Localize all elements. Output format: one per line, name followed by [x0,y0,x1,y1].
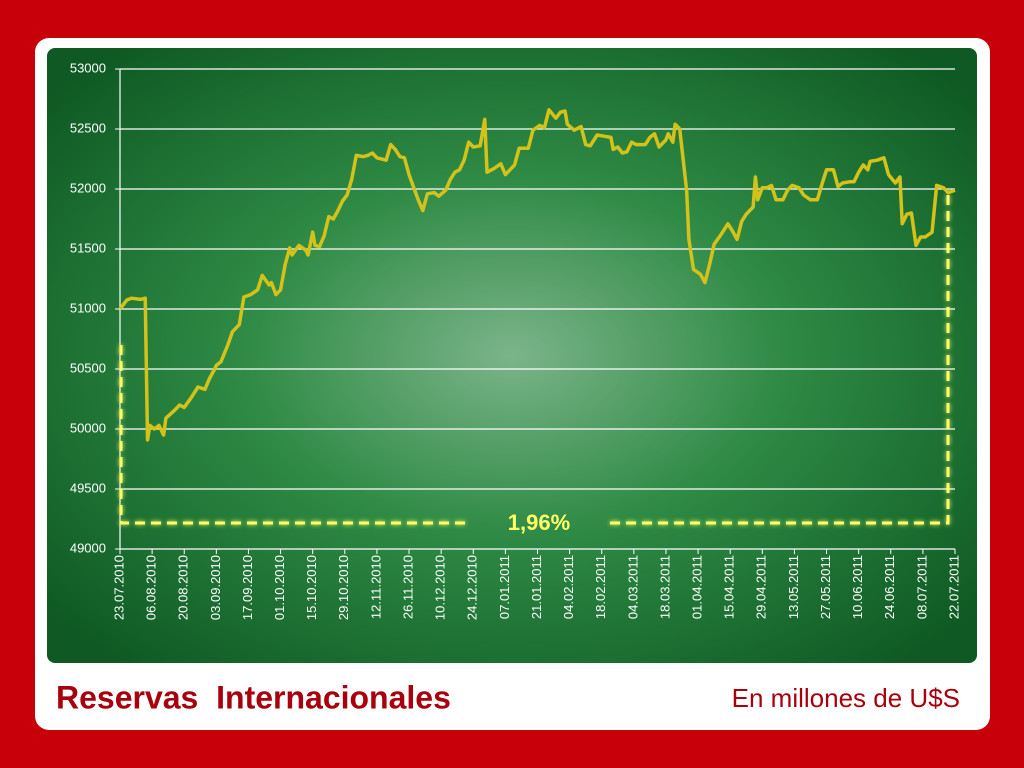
chart-panel [47,48,977,663]
annotation-bracket [119,190,950,525]
x-tick-label: 29.04.2011 [754,555,769,619]
x-tick-label: 18.03.2011 [657,555,672,619]
x-tick-label: 18.02.2011 [593,555,608,619]
x-tick-label: 10.12.2010 [433,555,448,620]
x-tick-label: 26.11.2010 [400,555,415,619]
plot: 49000 49500 50000 50500 51000 51500 52000 52500… [70,60,962,620]
y-tick-label: 52000 [70,180,106,195]
x-tick-label: 15.10.2010 [304,555,319,620]
y-tick-label: 51000 [70,300,106,315]
x-tick-label: 06.08.2010 [144,555,159,620]
x-tick-label: 01.10.2010 [272,555,287,620]
chart-subtitle: En millones de U$S [732,683,960,713]
x-tick-label: 04.02.2011 [561,555,576,619]
x-tick-label: 21.01.2011 [529,555,544,619]
x-tick-label: 01.04.2011 [690,555,705,619]
x-tick-label: 08.07.2011 [914,555,929,619]
x-tick-label: 07.01.2011 [497,555,512,619]
bracket-right [610,190,950,525]
bracket-left [119,345,470,525]
x-tick-label: 17.09.2010 [240,555,255,620]
y-tick-label: 52500 [70,120,106,135]
annotation: 1,96% [508,510,570,535]
chart-title: Reservas Internacionales [56,679,451,715]
x-tick-label: 03.09.2010 [208,555,223,620]
x-tick-label: 04.03.2011 [625,555,640,619]
line [118,108,956,442]
y-tick-label: 49500 [70,480,106,495]
x-tick-label: 24.06.2011 [882,555,897,619]
y-tick-label: 51500 [70,240,106,255]
x-tick-label: 12.11.2010 [368,555,383,619]
x-tick-label: 24.12.2010 [465,555,480,620]
x-tick-label: 13.05.2011 [786,555,801,619]
x-tick-label: 29.10.2010 [336,555,351,620]
y-tick-label: 50000 [70,420,106,435]
x-tick-label: 20.08.2010 [176,555,191,620]
y-tick-label: 50500 [70,360,106,375]
x-tick-label: 23.07.2010 [111,555,126,620]
x-tick-label: 10.06.2011 [850,555,865,619]
x-tick-label: 27.05.2011 [818,555,833,619]
x-tick-label: 22.07.2011 [946,555,961,619]
y-tick-label: 49000 [70,540,106,555]
y-tick-label: 53000 [70,60,106,75]
x-tick-label: 15.04.2011 [722,555,737,619]
